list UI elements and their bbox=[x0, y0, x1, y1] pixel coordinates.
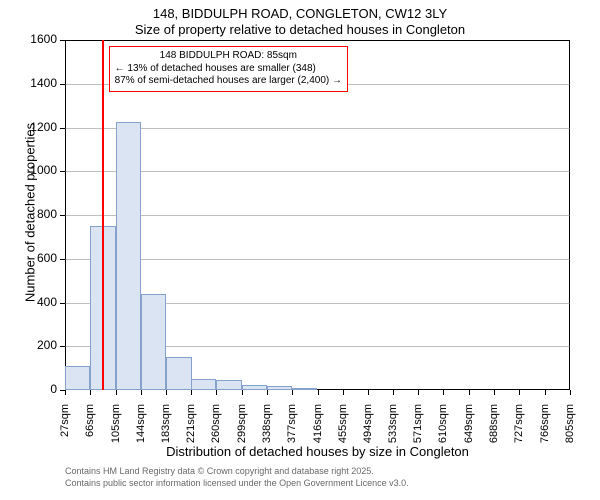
x-tick-label: 533sqm bbox=[387, 404, 399, 454]
x-tick-mark bbox=[166, 390, 167, 395]
x-tick-label: 221sqm bbox=[185, 404, 197, 454]
y-tick-label: 1400 bbox=[17, 76, 57, 90]
histogram-bar bbox=[267, 386, 292, 390]
y-tick-mark bbox=[60, 84, 65, 85]
y-tick-label: 800 bbox=[17, 207, 57, 221]
x-tick-mark bbox=[141, 390, 142, 395]
y-tick-label: 400 bbox=[17, 295, 57, 309]
x-tick-mark bbox=[443, 390, 444, 395]
histogram-bar bbox=[166, 357, 191, 390]
x-tick-mark bbox=[494, 390, 495, 395]
y-tick-label: 200 bbox=[17, 338, 57, 352]
x-tick-mark bbox=[519, 390, 520, 395]
y-tick-label: 600 bbox=[17, 251, 57, 265]
y-tick-label: 0 bbox=[17, 382, 57, 396]
x-tick-label: 727sqm bbox=[513, 404, 525, 454]
x-tick-mark bbox=[418, 390, 419, 395]
x-tick-mark bbox=[393, 390, 394, 395]
x-tick-label: 260sqm bbox=[210, 404, 222, 454]
histogram-bar bbox=[65, 366, 90, 390]
x-tick-label: 27sqm bbox=[59, 404, 71, 454]
x-tick-mark bbox=[191, 390, 192, 395]
histogram-bar bbox=[141, 294, 166, 390]
x-tick-mark bbox=[292, 390, 293, 395]
x-tick-label: 144sqm bbox=[135, 404, 147, 454]
x-tick-label: 766sqm bbox=[539, 404, 551, 454]
x-tick-label: 805sqm bbox=[564, 404, 576, 454]
x-tick-label: 416sqm bbox=[312, 404, 324, 454]
plot-border-top bbox=[65, 40, 570, 41]
y-tick-mark bbox=[60, 346, 65, 347]
histogram-bar bbox=[292, 388, 317, 390]
x-tick-label: 183sqm bbox=[160, 404, 172, 454]
x-tick-label: 455sqm bbox=[337, 404, 349, 454]
x-tick-label: 688sqm bbox=[488, 404, 500, 454]
x-tick-label: 494sqm bbox=[362, 404, 374, 454]
callout-line-3: 87% of semi-detached houses are larger (… bbox=[115, 75, 342, 88]
x-tick-label: 105sqm bbox=[110, 404, 122, 454]
y-tick-mark bbox=[60, 303, 65, 304]
y-tick-mark bbox=[60, 215, 65, 216]
marker-line bbox=[102, 40, 104, 390]
histogram-bar bbox=[191, 379, 216, 390]
y-tick-label: 1600 bbox=[17, 32, 57, 46]
histogram-bar bbox=[116, 122, 141, 390]
x-tick-label: 649sqm bbox=[463, 404, 475, 454]
x-tick-label: 571sqm bbox=[412, 404, 424, 454]
plot-area: 148 BIDDULPH ROAD: 85sqm← 13% of detache… bbox=[65, 40, 570, 390]
x-tick-label: 338sqm bbox=[261, 404, 273, 454]
histogram-bar bbox=[242, 385, 267, 390]
callout-box: 148 BIDDULPH ROAD: 85sqm← 13% of detache… bbox=[109, 46, 348, 92]
x-tick-label: 66sqm bbox=[84, 404, 96, 454]
x-tick-mark bbox=[368, 390, 369, 395]
x-tick-label: 299sqm bbox=[236, 404, 248, 454]
callout-line-2: ← 13% of detached houses are smaller (34… bbox=[115, 63, 342, 76]
x-tick-mark bbox=[90, 390, 91, 395]
x-tick-mark bbox=[343, 390, 344, 395]
x-tick-mark bbox=[318, 390, 319, 395]
x-tick-mark bbox=[116, 390, 117, 395]
x-tick-mark bbox=[469, 390, 470, 395]
y-tick-mark bbox=[60, 128, 65, 129]
x-tick-label: 610sqm bbox=[437, 404, 449, 454]
y-tick-label: 1200 bbox=[17, 120, 57, 134]
x-tick-mark bbox=[65, 390, 66, 395]
x-tick-mark bbox=[267, 390, 268, 395]
chart-subtitle: Size of property relative to detached ho… bbox=[0, 22, 600, 37]
chart-title: 148, BIDDULPH ROAD, CONGLETON, CW12 3LY bbox=[0, 6, 600, 21]
y-tick-mark bbox=[60, 259, 65, 260]
callout-line-1: 148 BIDDULPH ROAD: 85sqm bbox=[115, 50, 342, 63]
y-tick-mark bbox=[60, 40, 65, 41]
footnote-line-1: Contains HM Land Registry data © Crown c… bbox=[65, 466, 374, 476]
x-tick-mark bbox=[545, 390, 546, 395]
y-tick-mark bbox=[60, 171, 65, 172]
x-tick-label: 377sqm bbox=[286, 404, 298, 454]
x-tick-mark bbox=[242, 390, 243, 395]
x-tick-mark bbox=[216, 390, 217, 395]
histogram-bar bbox=[216, 380, 241, 390]
x-tick-mark bbox=[570, 390, 571, 395]
footnote-line-2: Contains public sector information licen… bbox=[65, 478, 409, 488]
y-tick-label: 1000 bbox=[17, 163, 57, 177]
